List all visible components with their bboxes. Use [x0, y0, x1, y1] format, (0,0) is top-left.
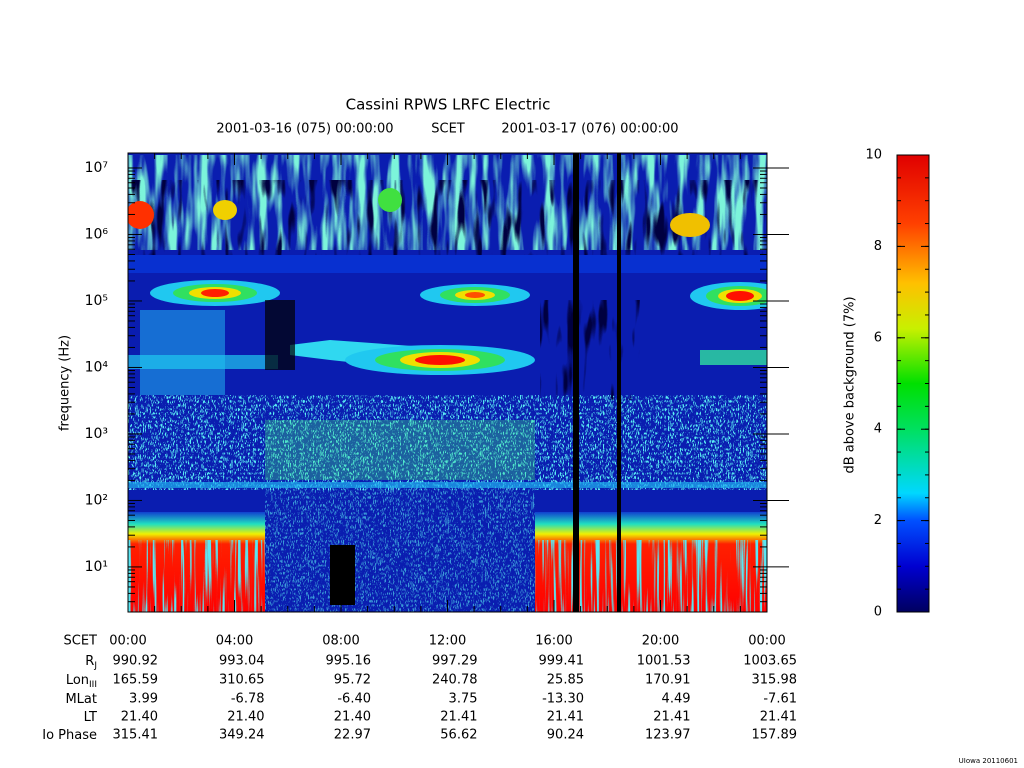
y-tick-label: 10⁵ [85, 293, 108, 309]
x-tick-label: 00:00 [109, 634, 146, 649]
time-row-label: SCET [64, 634, 98, 649]
ephemeris-value: 993.04 [219, 654, 265, 669]
y-tick-label: 10⁴ [85, 359, 109, 375]
chart-title: Cassini RPWS LRFC Electric [346, 96, 551, 114]
colorbar-label: dB above background (7%) [843, 296, 858, 473]
ephemeris-value: -6.40 [337, 692, 371, 707]
y-tick-label: 10² [85, 492, 108, 508]
ephemeris-value: 349.24 [219, 728, 265, 743]
ephemeris-value: 21.41 [547, 710, 584, 725]
ephemeris-value: 170.91 [645, 673, 691, 688]
colorbar-tick-label: 8 [874, 239, 882, 254]
ephemeris-value: -6.78 [231, 692, 265, 707]
ephemeris-label-sub: III [89, 680, 97, 690]
ephemeris-value: 21.41 [653, 710, 690, 725]
ephemeris-label-text: LT [84, 710, 97, 725]
colorbar-tick-label: 0 [874, 605, 882, 620]
colorbar-tick-label: 2 [874, 513, 882, 528]
spectrogram-image [128, 153, 767, 612]
ephemeris-label-text: Lon [66, 673, 89, 688]
ephemeris-value: 4.49 [662, 692, 691, 707]
footer: UIowa 20110601 [959, 757, 1018, 765]
ephemeris-value: 157.89 [752, 728, 798, 743]
ephemeris-value: -13.30 [542, 692, 584, 707]
subtitle-start: 2001-03-16 (075) 00:00:00 [216, 122, 393, 137]
ephemeris-value: 1003.65 [743, 654, 797, 669]
ephemeris-value: 165.59 [113, 673, 159, 688]
ephemeris-value: 990.92 [113, 654, 159, 669]
ephemeris-value: 21.41 [440, 710, 477, 725]
ephemeris-value: 995.16 [326, 654, 372, 669]
ephemeris-value: 315.98 [752, 673, 798, 688]
ephemeris-value: 22.97 [334, 728, 371, 743]
ephemeris-value: 25.85 [547, 673, 584, 688]
ephemeris-label: MLat [65, 692, 97, 707]
ephemeris-label: LT [84, 710, 97, 725]
colorbar-tick-label: 10 [865, 148, 882, 163]
ephemeris-label-text: Io Phase [42, 728, 97, 743]
ephemeris-value: 997.29 [432, 654, 478, 669]
y-tick-label: 10⁶ [85, 226, 109, 242]
x-tick-label: 12:00 [429, 634, 466, 649]
x-tick-label: 16:00 [535, 634, 572, 649]
axes: 10¹ 10² 10³ 10⁴ 10⁵ 10⁶ 10⁷ 00:00 04:00 08:00 12:0… [42, 148, 929, 743]
ephemeris-value: -7.61 [763, 692, 797, 707]
ephemeris-value: 3.75 [449, 692, 478, 707]
ephemeris-value: 240.78 [432, 673, 478, 688]
x-tick-label: 08:00 [322, 634, 359, 649]
y-tick-label: 10¹ [85, 559, 108, 575]
x-tick-label: 20:00 [642, 634, 679, 649]
ephemeris-value: 3.99 [129, 692, 158, 707]
ephemeris-value: 999.41 [539, 654, 585, 669]
ephemeris-value: 21.40 [121, 710, 158, 725]
y-tick-label: 10³ [85, 426, 108, 442]
ephemeris-value: 310.65 [219, 673, 265, 688]
ephemeris-value: 21.40 [227, 710, 264, 725]
x-tick-label: 04:00 [216, 634, 253, 649]
ephemeris-label-text: R [85, 654, 94, 669]
ephemeris-label: LonIII [66, 673, 97, 690]
subtitle-end: 2001-03-17 (076) 00:00:00 [501, 122, 678, 137]
colorbar [896, 154, 930, 613]
ephemeris-label-text: MLat [65, 692, 97, 707]
x-tick-label: 00:00 [748, 634, 785, 649]
ephemeris-label: Io Phase [42, 728, 97, 743]
y-tick-label: 10⁷ [85, 160, 108, 176]
ephemeris-value: 315.41 [113, 728, 159, 743]
ephemeris-label-sub: J [93, 661, 97, 671]
ephemeris-value: 95.72 [334, 673, 371, 688]
colorbar-tick-label: 6 [874, 330, 882, 345]
subtitle-frame: SCET [431, 122, 465, 137]
ephemeris-value: 56.62 [440, 728, 477, 743]
ephemeris-value: 21.41 [760, 710, 797, 725]
ephemeris-value: 1001.53 [637, 654, 691, 669]
colorbar-tick-label: 4 [874, 422, 882, 437]
ephemeris-value: 21.40 [334, 710, 371, 725]
ephemeris-value: 123.97 [645, 728, 691, 743]
y-axis-label: frequency (Hz) [58, 335, 73, 431]
ephemeris-value: 90.24 [547, 728, 584, 743]
ephemeris-label: RJ [85, 654, 97, 671]
